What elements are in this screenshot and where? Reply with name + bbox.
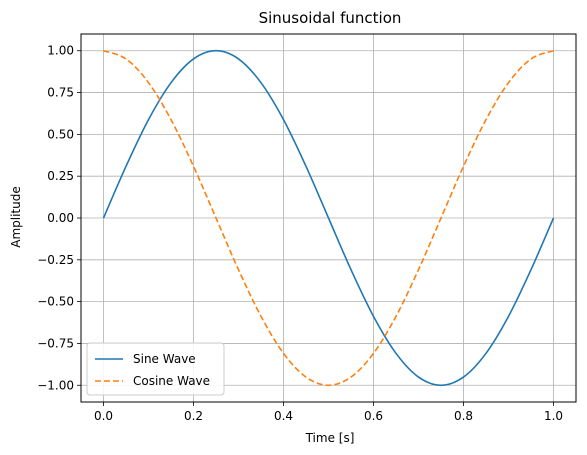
x-tick-label: 0.8: [454, 409, 473, 423]
x-tick-label: 0.0: [94, 409, 113, 423]
x-tick-label: 0.2: [184, 409, 203, 423]
legend-label: Cosine Wave: [133, 374, 210, 388]
legend: Sine Wave Cosine Wave: [86, 342, 225, 396]
y-tick-label: 0.00: [47, 211, 74, 225]
x-axis-label: Time [s]: [305, 431, 355, 445]
y-tick-label: 0.75: [47, 86, 74, 100]
y-tick-label: 1.00: [47, 44, 74, 58]
y-tick-label: −0.25: [37, 253, 74, 267]
axis-ticks: 0.0 0.2 0.4 0.6 0.8 1.0 1.00 0.75 0.50 0.25 0.00 −0…: [37, 44, 563, 423]
y-tick-label: −1.00: [37, 378, 74, 392]
legend-box: [86, 342, 225, 396]
y-tick-label: 0.25: [47, 169, 74, 183]
y-tick-label: −0.50: [37, 295, 74, 309]
sine-wave-line: [102, 49, 555, 387]
x-tick-label: 0.4: [274, 409, 293, 423]
series-lines: [102, 49, 555, 387]
x-tick-label: 0.6: [364, 409, 383, 423]
legend-label: Sine Wave: [133, 352, 196, 366]
y-tick-label: −0.75: [37, 336, 74, 350]
y-axis-label: Amplitude: [9, 186, 23, 248]
x-tick-label: 1.0: [544, 409, 563, 423]
y-tick-label: 0.50: [47, 127, 74, 141]
cosine-wave-line: [103, 49, 554, 387]
chart-title: Sinusoidal function: [259, 9, 402, 27]
